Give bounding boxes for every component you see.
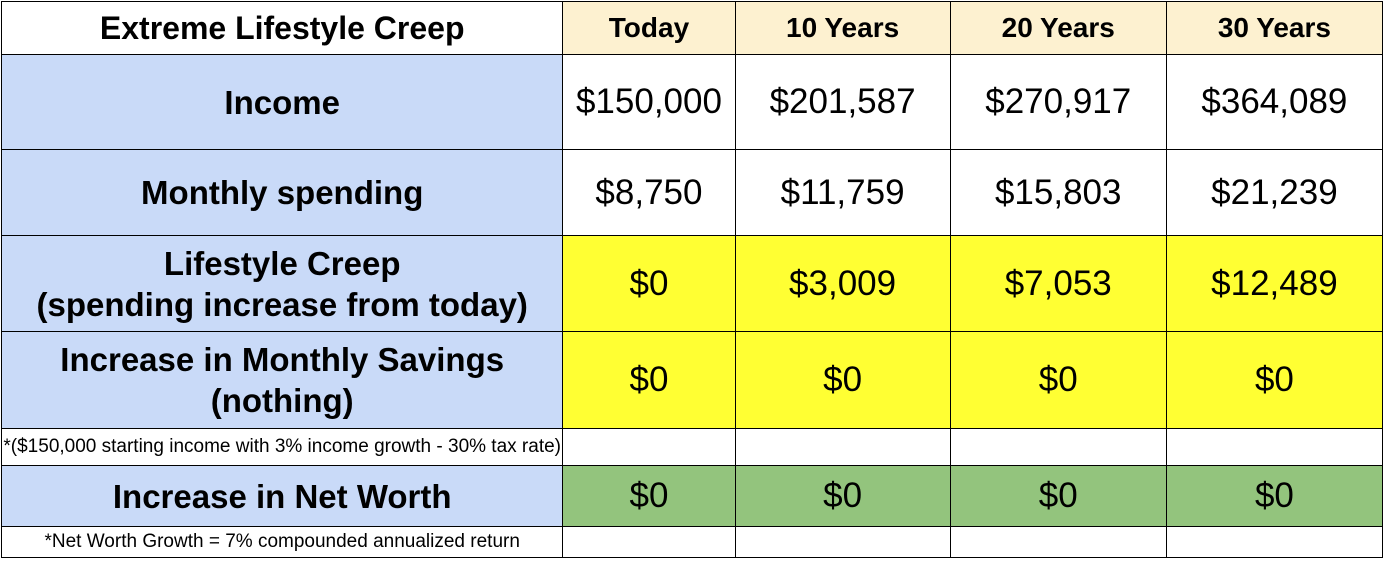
- cell-creep-30-years[interactable]: $12,489: [1165, 235, 1384, 332]
- cell-income-today[interactable]: $150,000: [562, 54, 736, 150]
- row-label-text: Lifestyle Creep: [163, 244, 401, 282]
- cell-networth-today[interactable]: $0: [562, 465, 736, 527]
- table-row-net-worth: Increase in Net Worth $0 $0 $0 $0: [0, 465, 1384, 527]
- table-row-monthly-spending: Monthly spending $8,750 $11,759 $15,803 …: [0, 149, 1384, 236]
- empty-cell[interactable]: [734, 428, 951, 466]
- table-title[interactable]: Extreme Lifestyle Creep: [0, 1, 564, 55]
- row-label-text: Income: [224, 83, 340, 121]
- row-label-lifestyle-creep[interactable]: Lifestyle Creep (spending increase from …: [0, 235, 564, 332]
- row-label-text: Increase in Monthly Savings: [60, 341, 505, 378]
- cell-savings-today[interactable]: $0: [562, 331, 736, 429]
- cell-monthly-today[interactable]: $8,750: [562, 149, 736, 236]
- cell-income-10-years[interactable]: $201,587: [734, 54, 951, 150]
- header-row: Extreme Lifestyle Creep Today 10 Years 2…: [0, 1, 1384, 55]
- row-label-subtext: (nothing): [210, 382, 354, 419]
- cell-monthly-10-years[interactable]: $11,759: [734, 149, 951, 236]
- empty-cell[interactable]: [1165, 526, 1384, 558]
- cell-savings-20-years[interactable]: $0: [949, 331, 1167, 429]
- empty-cell[interactable]: [562, 526, 736, 558]
- table-row-lifestyle-creep: Lifestyle Creep (spending increase from …: [0, 235, 1384, 332]
- table-row-monthly-savings: Increase in Monthly Savings (nothing) $0…: [0, 331, 1384, 429]
- column-header-10-years[interactable]: 10 Years: [734, 1, 951, 55]
- cell-networth-30-years[interactable]: $0: [1165, 465, 1384, 527]
- footnote-income[interactable]: *($150,000 starting income with 3% incom…: [0, 428, 564, 466]
- empty-cell[interactable]: [949, 428, 1167, 466]
- column-header-today[interactable]: Today: [562, 1, 736, 55]
- cell-creep-today[interactable]: $0: [562, 235, 736, 332]
- empty-cell[interactable]: [1165, 428, 1384, 466]
- column-header-30-years[interactable]: 30 Years: [1165, 1, 1384, 55]
- row-label-monthly-spending[interactable]: Monthly spending: [0, 149, 564, 236]
- footnote-networth[interactable]: *Net Worth Growth = 7% compounded annual…: [0, 526, 564, 558]
- table-row-note-income: *($150,000 starting income with 3% incom…: [0, 428, 1384, 466]
- table-row-income: Income $150,000 $201,587 $270,917 $364,0…: [0, 54, 1384, 150]
- row-label-subtext: (spending increase from today): [36, 285, 528, 323]
- cell-monthly-30-years[interactable]: $21,239: [1165, 149, 1384, 236]
- column-header-20-years[interactable]: 20 Years: [949, 1, 1167, 55]
- row-label-net-worth[interactable]: Increase in Net Worth: [0, 465, 564, 527]
- cell-savings-30-years[interactable]: $0: [1165, 331, 1384, 429]
- row-label-monthly-savings[interactable]: Increase in Monthly Savings (nothing): [0, 331, 564, 429]
- cell-creep-20-years[interactable]: $7,053: [949, 235, 1167, 332]
- cell-networth-10-years[interactable]: $0: [734, 465, 951, 527]
- empty-cell[interactable]: [734, 526, 951, 558]
- cell-monthly-20-years[interactable]: $15,803: [949, 149, 1167, 236]
- cell-creep-10-years[interactable]: $3,009: [734, 235, 951, 332]
- table-row-note-networth: *Net Worth Growth = 7% compounded annual…: [0, 526, 1384, 558]
- empty-cell[interactable]: [949, 526, 1167, 558]
- cell-savings-10-years[interactable]: $0: [734, 331, 951, 429]
- cell-income-30-years[interactable]: $364,089: [1165, 54, 1384, 150]
- cell-income-20-years[interactable]: $270,917: [949, 54, 1167, 150]
- row-label-income[interactable]: Income: [0, 54, 564, 150]
- row-label-text: Monthly spending: [141, 174, 424, 211]
- empty-cell[interactable]: [562, 428, 736, 466]
- cell-networth-20-years[interactable]: $0: [949, 465, 1167, 527]
